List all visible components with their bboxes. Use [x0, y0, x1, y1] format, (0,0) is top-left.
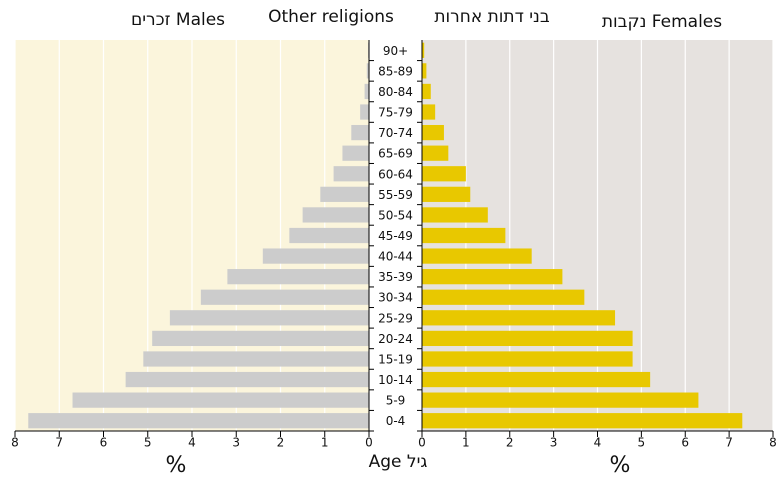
category-label: 90+	[383, 44, 408, 58]
bar-female	[422, 63, 427, 79]
x-tick-label: 2	[277, 436, 285, 450]
category-label: 65-69	[378, 147, 413, 161]
bar-male	[72, 392, 370, 408]
bar-male	[360, 104, 369, 120]
bar-male	[227, 269, 369, 285]
x-tick-label: 4	[594, 436, 602, 450]
bar-male	[364, 83, 369, 100]
age-label: Age גיל	[369, 452, 428, 472]
bar-female	[422, 207, 488, 223]
category-label: 70-74	[378, 126, 413, 140]
bar-male	[342, 145, 369, 161]
bar-male	[302, 207, 369, 223]
bar-male	[152, 330, 369, 347]
category-label: 45-49	[378, 229, 413, 243]
category-label: 75-79	[378, 106, 413, 120]
x-tick-label: 4	[188, 436, 196, 450]
bar-male	[125, 371, 369, 388]
category-label: 40-44	[378, 250, 413, 264]
bar-female	[422, 145, 449, 161]
x-tick-label: 5	[638, 436, 646, 450]
x-axis-label: %	[166, 453, 187, 478]
bar-female	[422, 351, 633, 367]
x-tick-label: 8	[11, 436, 19, 450]
category-label: 20-24	[378, 332, 413, 346]
bar-male	[143, 351, 369, 367]
x-tick-label: 7	[725, 436, 733, 450]
category-label: 30-34	[378, 291, 413, 305]
category-label: 5-9	[386, 394, 406, 408]
x-tick-label: 5	[144, 436, 152, 450]
bar-male	[200, 289, 369, 305]
category-label: 25-29	[378, 311, 413, 325]
bar-female	[422, 166, 466, 182]
bar-male	[351, 124, 369, 141]
x-tick-label: 7	[55, 436, 63, 450]
bar-female	[422, 248, 532, 264]
x-tick-label: 1	[462, 436, 470, 450]
bar-female	[422, 124, 444, 141]
bar-female	[422, 83, 431, 100]
bar-female	[422, 371, 651, 388]
x-tick-label: 6	[681, 436, 689, 450]
bar-female	[422, 186, 471, 202]
bar-male	[333, 166, 369, 182]
x-tick-label: 1	[321, 436, 329, 450]
bar-female	[422, 42, 425, 58]
bar-male	[366, 63, 369, 79]
chart-title: Other religions	[268, 7, 394, 27]
x-tick-label: 3	[232, 436, 240, 450]
bar-female	[422, 413, 743, 429]
category-label: 85-89	[378, 64, 413, 78]
bar-female	[422, 392, 699, 408]
x-tick-label: 0	[365, 436, 373, 450]
bar-male	[289, 227, 369, 244]
category-label: 10-14	[378, 373, 413, 387]
category-label: 80-84	[378, 85, 413, 99]
bar-male	[320, 186, 369, 202]
x-tick-label: 6	[100, 436, 108, 450]
category-label: 15-19	[378, 352, 413, 366]
bar-female	[422, 330, 633, 347]
x-tick-label: 8	[769, 436, 777, 450]
chart-title-hebrew: בני דתות אחרות	[434, 7, 550, 27]
bar-female	[422, 227, 506, 244]
bar-female	[422, 289, 585, 305]
bar-male	[169, 310, 369, 326]
category-label: 0-4	[386, 414, 406, 428]
left-title: זכרים Males	[131, 10, 225, 30]
category-label: 35-39	[378, 270, 413, 284]
x-tick-label: 2	[506, 436, 514, 450]
bar-female	[422, 269, 563, 285]
x-tick-label: 0	[418, 436, 426, 450]
bar-male	[28, 413, 370, 429]
category-label: 55-59	[378, 188, 413, 202]
x-tick-label: 3	[550, 436, 558, 450]
right-title: נקבות Females	[602, 12, 722, 32]
category-label: 50-54	[378, 208, 413, 222]
category-label: 60-64	[378, 167, 413, 181]
bar-female	[422, 310, 616, 326]
x-axis-label: %	[610, 453, 631, 478]
bar-female	[422, 104, 436, 120]
bar-male	[262, 248, 369, 264]
